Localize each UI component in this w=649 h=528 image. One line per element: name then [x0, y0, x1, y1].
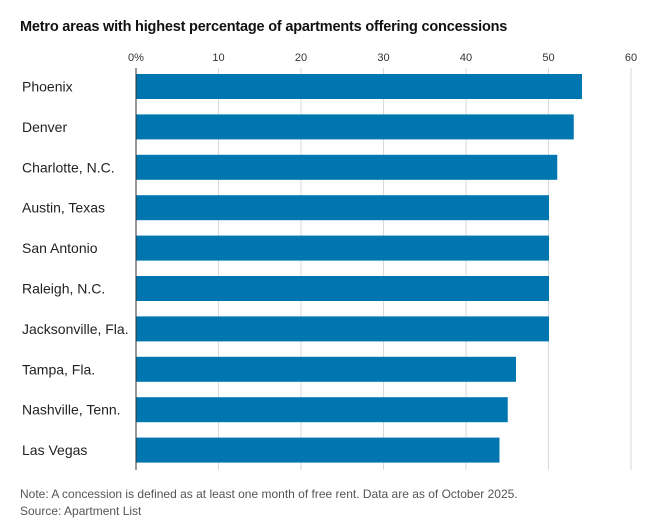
- x-tick-label: 50: [542, 52, 554, 64]
- category-label: Las Vegas: [22, 442, 87, 458]
- bar: [136, 235, 549, 261]
- bar: [136, 74, 582, 99]
- note-text: Note: A concession is defined as at leas…: [20, 487, 518, 501]
- category-label: Jacksonville, Fla.: [22, 321, 129, 337]
- bar: [136, 316, 549, 342]
- bar: [136, 397, 508, 423]
- category-label: Raleigh, N.C.: [22, 281, 105, 297]
- x-tick-label: 20: [295, 52, 307, 64]
- x-tick-label: 30: [377, 52, 389, 64]
- chart-footnote: Note: A concession is defined as at leas…: [20, 486, 518, 520]
- category-label: Tampa, Fla.: [22, 361, 95, 377]
- category-label: Phoenix: [22, 79, 73, 95]
- category-label: Austin, Texas: [22, 200, 105, 216]
- bar: [136, 114, 574, 140]
- bar: [136, 276, 549, 301]
- bar: [136, 154, 558, 180]
- x-tick-label: 10: [212, 52, 224, 64]
- bar: [136, 195, 549, 221]
- x-tick-label: 40: [460, 52, 472, 64]
- category-label: Denver: [22, 119, 67, 135]
- bar: [136, 356, 516, 382]
- category-label: San Antonio: [22, 240, 98, 256]
- category-label: Nashville, Tenn.: [22, 402, 121, 418]
- chart-title: Metro areas with highest percentage of a…: [20, 19, 508, 35]
- x-tick-label: 0%: [128, 52, 144, 64]
- source-text: Source: Apartment List: [20, 504, 142, 518]
- category-label: Charlotte, N.C.: [22, 159, 115, 175]
- x-tick-label: 60: [625, 52, 637, 64]
- bar: [136, 437, 500, 463]
